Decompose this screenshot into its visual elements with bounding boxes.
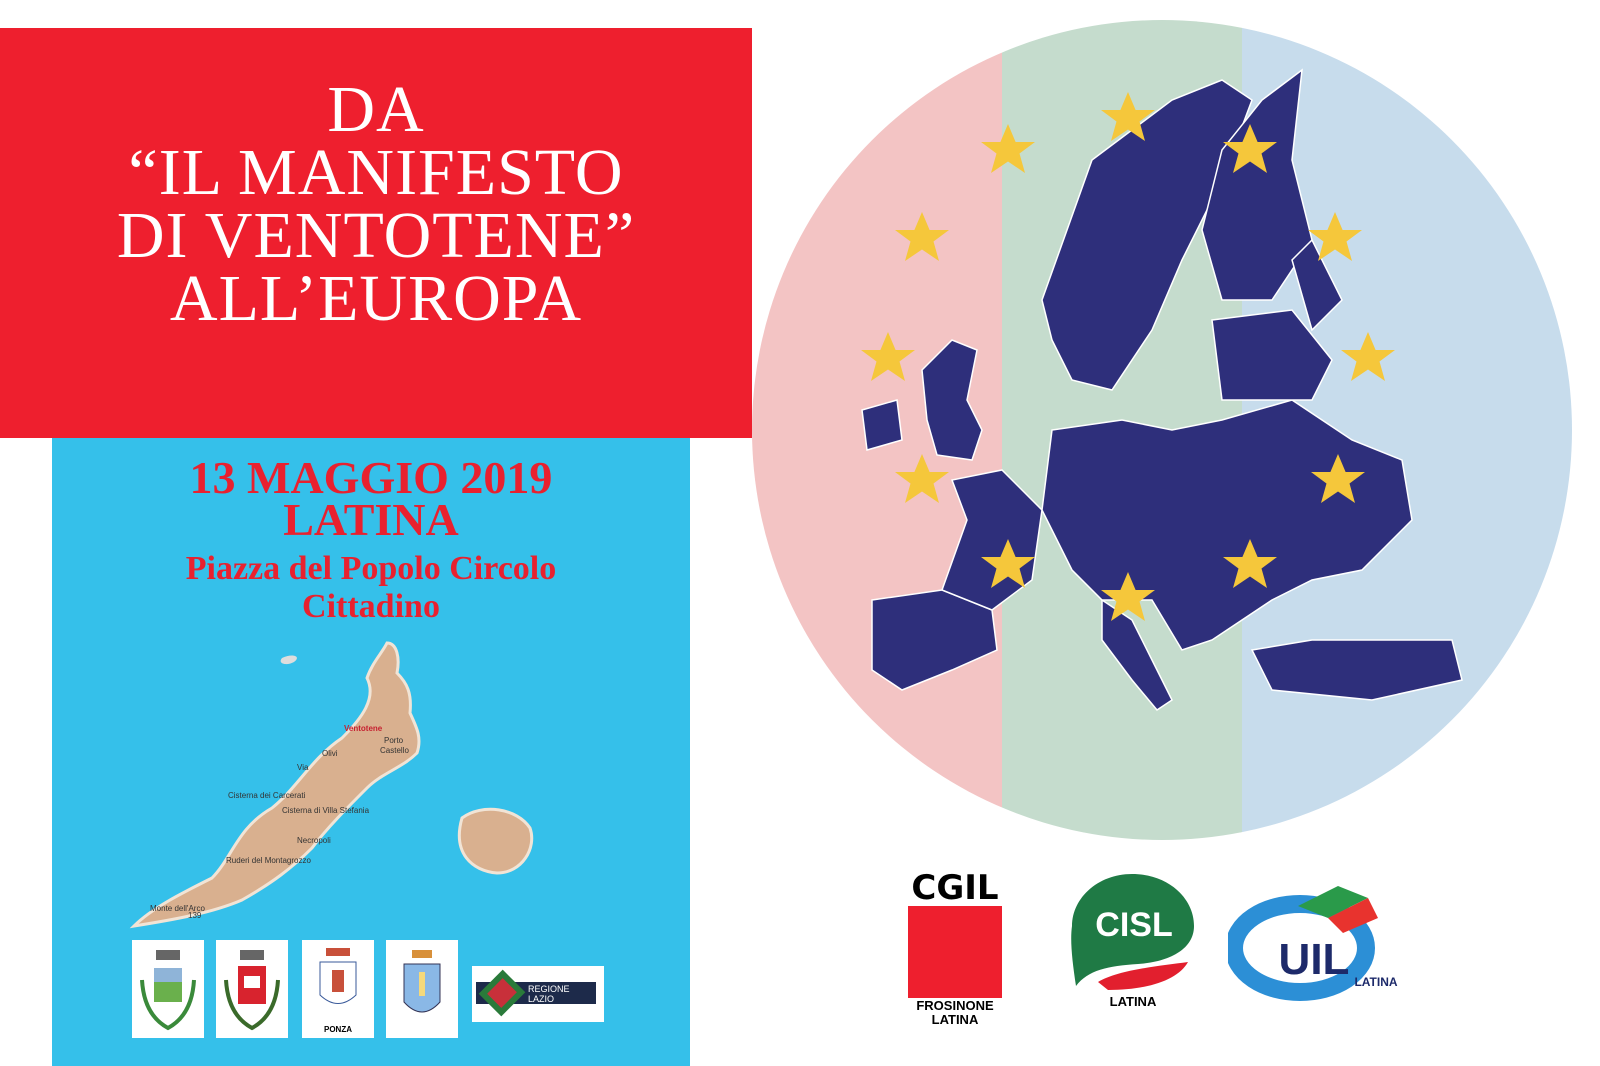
map-label: Cisterna di Villa Stefania: [282, 806, 370, 815]
title-line: DI VENTOTENE”: [116, 199, 636, 272]
santo-stefano-island: [457, 807, 534, 875]
ponza-label: PONZA: [324, 1025, 352, 1034]
crest-ventotene: [132, 940, 204, 1038]
cgil-name: CGIL: [911, 868, 999, 908]
uil-logo: UIL LATINA: [1228, 878, 1398, 1008]
europe-circle-illustration: [752, 20, 1572, 840]
uil-sub: LATINA: [1354, 975, 1397, 989]
event-venue-2: Cittadino: [302, 588, 440, 625]
map-label: Cisterna dei Carcerati: [228, 791, 306, 800]
map-label: Ventotene: [344, 724, 383, 733]
title-banner: [0, 28, 752, 438]
title-line: ALL’EUROPA: [169, 262, 583, 335]
cgil-logo: CGIL FROSINONE LATINA: [905, 870, 1005, 1030]
poster-title: DA “IL MANIFESTO DI VENTOTENE” ALL’EUROP…: [0, 73, 752, 335]
crest-santo-stefano: [216, 940, 288, 1038]
map-label: Necropoli: [297, 836, 331, 845]
title-line: DA: [327, 73, 425, 146]
ventotene-island-map: Ventotene Porto Castello Olivi Via Ciste…: [129, 641, 534, 929]
cisl-sub: LATINA: [1109, 994, 1157, 1009]
cisl-name: CISL: [1095, 906, 1172, 944]
event-panel: 13 MAGGIO 2019 LATINA Piazza del Popolo …: [52, 438, 690, 1066]
map-label: Castello: [380, 746, 409, 755]
map-label: Monte dell'Arco: [150, 904, 205, 913]
crest-latina: [386, 940, 458, 1038]
map-label: Via: [297, 763, 309, 772]
title-line: “IL MANIFESTO: [128, 136, 624, 209]
uil-name: UIL: [1279, 935, 1350, 984]
regione-lazio-logo: REGIONE LAZIO: [472, 966, 604, 1022]
event-venue: Piazza del Popolo Circolo: [185, 550, 557, 587]
map-label: Porto: [384, 736, 404, 745]
cgil-sub-2: LATINA: [931, 1012, 979, 1027]
lazio-label: LAZIO: [528, 994, 554, 1004]
event-date: 13 MAGGIO 2019: [189, 452, 553, 503]
map-label: Ruderi del Montagrozzo: [226, 856, 311, 865]
ventotene-island: [129, 641, 421, 929]
cgil-sub: FROSINONE: [916, 998, 994, 1013]
event-city: LATINA: [283, 494, 459, 545]
crest-ponza: PONZA: [302, 940, 374, 1038]
map-label: 139: [188, 911, 202, 920]
regione-label: REGIONE: [528, 984, 570, 994]
map-label: Olivi: [322, 749, 338, 758]
cisl-logo: CISL LATINA: [1068, 870, 1198, 1020]
